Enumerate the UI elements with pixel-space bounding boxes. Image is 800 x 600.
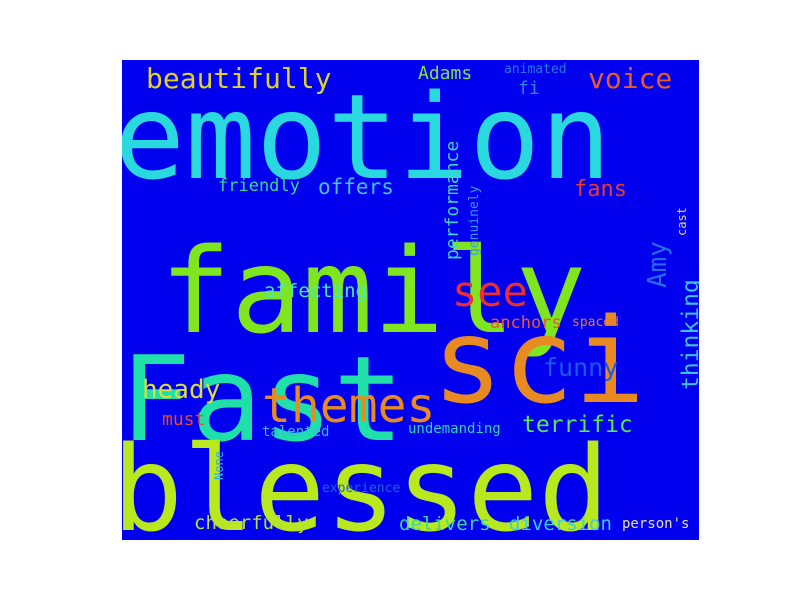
word-anchors: anchors (490, 313, 562, 333)
word-voice: voice (588, 62, 672, 95)
word-affecting: affecting (264, 280, 367, 302)
word-heady: heady (142, 375, 220, 405)
word-genuinely: genuinely (467, 185, 482, 256)
word-diversion: diversion (509, 513, 612, 535)
word-spaced: spaced (572, 315, 619, 330)
word-must: must (162, 409, 205, 430)
word-thinking: thinking (678, 279, 699, 390)
word-fans: fans (574, 177, 627, 202)
word-terrific: terrific (522, 412, 633, 438)
word-themes: themes (262, 378, 435, 434)
word-experience: experience (322, 481, 400, 496)
word-cloud-background (122, 60, 699, 540)
word-fi: fi (518, 78, 540, 99)
word-sci: sci (432, 292, 645, 430)
word-friendly: friendly (218, 176, 300, 196)
word-funny: funny (543, 353, 618, 382)
word-undemanding: undemanding (408, 421, 501, 437)
word-person-s: person's (622, 516, 689, 532)
word-animated: animated (504, 62, 567, 77)
word-see: see (452, 267, 528, 316)
word-amy: Amy (643, 241, 673, 288)
word-offers: offers (318, 175, 394, 199)
word-adams: Adams (418, 63, 472, 84)
word-talented: talented (262, 424, 329, 440)
word-none: None (212, 451, 226, 480)
word-fast: Fast (122, 330, 404, 468)
word-cheerfully: cheerfully (194, 512, 308, 534)
word-family: family (160, 222, 586, 360)
word-beautifully: beautifully (146, 62, 331, 95)
word-cloud: emotion family Fast sci blessed themes see beau… (122, 60, 699, 540)
word-performance: performance (442, 141, 463, 260)
word-delivers: delivers (399, 513, 491, 535)
word-blessed: blessed (122, 420, 609, 540)
word-cast: cast (675, 207, 689, 236)
word-emotion: emotion (122, 68, 611, 206)
